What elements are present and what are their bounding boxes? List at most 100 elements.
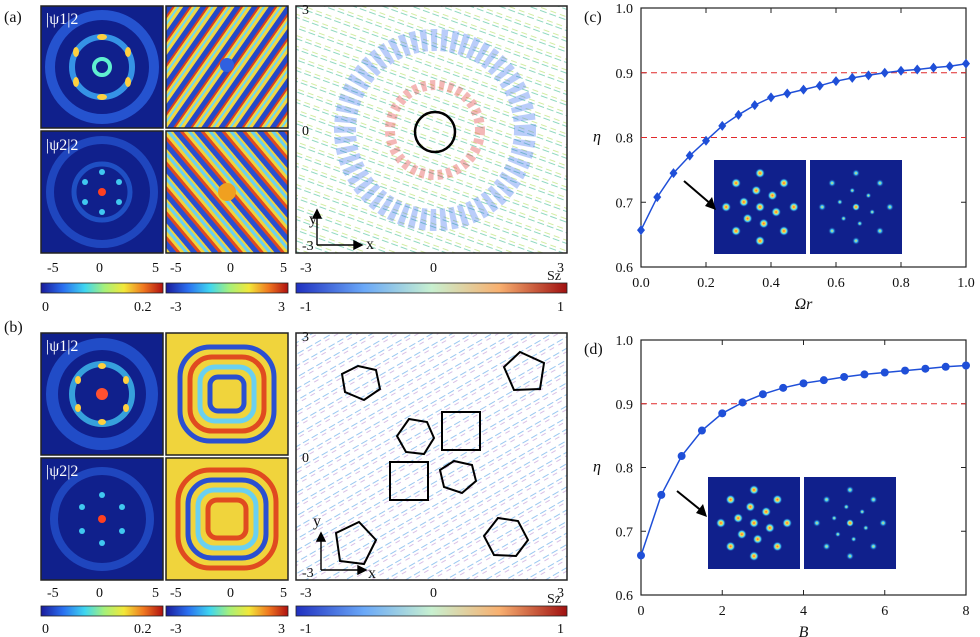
- data-point: [783, 88, 792, 99]
- inset-vortex: [812, 519, 821, 527]
- phase-colorbar-min: -3: [170, 300, 182, 315]
- data-point: [750, 100, 759, 111]
- x-tick-label: 1.0: [957, 276, 975, 291]
- inset-vortex: [742, 213, 753, 224]
- y-tick-label: 0.6: [616, 261, 634, 276]
- colorbar-row-b: 0 0.2 -3 3 -1 1 Sz: [40, 592, 568, 637]
- data-point: [697, 426, 706, 435]
- inset-vortex: [778, 225, 789, 236]
- inset-vortex: [859, 508, 866, 515]
- inset-arrow-head: [696, 504, 707, 517]
- panel-b-phase-1: [165, 332, 289, 456]
- image-panel-ticks: -5 0 5 -5 0 5 -3 0 3 3 0 -3 -5 0 5 -5 0 5 -3 0 3 3 0 -3: [47, 3, 564, 601]
- data-point: [840, 372, 849, 381]
- spin-y-tick-label: -3: [302, 239, 314, 254]
- panel-a-density-1: |ψ1|2: [40, 5, 164, 129]
- panel-a-phase-1: [165, 5, 289, 129]
- panel-a-axis-x: x: [366, 236, 374, 253]
- data-point: [929, 62, 938, 73]
- spin-colorbar-a: [295, 282, 568, 294]
- data-point: [962, 361, 970, 370]
- x-axis-label: B: [799, 624, 809, 637]
- data-point: [779, 383, 788, 392]
- spin-colorbar-b: [295, 605, 568, 617]
- inset-vortex: [822, 495, 831, 504]
- phase-tick-label: 0: [227, 261, 234, 276]
- inset-vortex: [758, 218, 769, 229]
- x-tick-label: 0.2: [697, 276, 715, 291]
- phase-colorbar-b: [165, 605, 289, 617]
- inset-vortex: [761, 506, 772, 517]
- x-tick-label: 8: [963, 604, 970, 619]
- x-tick-label: 0.4: [762, 276, 780, 291]
- data-point: [702, 135, 710, 146]
- inset-vortex: [749, 484, 759, 495]
- inset-vortex: [852, 203, 860, 211]
- inset-vortex: [879, 519, 888, 527]
- y-tick-label: 0.9: [616, 67, 634, 82]
- inset-vortex: [846, 485, 854, 494]
- spin-colorbar-min: -1: [300, 300, 312, 315]
- chart-d: (d) 0.6 0.7 0.8 0.9 1.0 0 2 4 6 8 η B: [584, 334, 970, 637]
- inset-vortex: [725, 494, 736, 505]
- inset-vortex: [755, 235, 765, 246]
- data-point: [897, 65, 905, 76]
- spin-x-tick-label: 3: [557, 261, 564, 276]
- inset-vortex: [752, 534, 763, 545]
- inset-vortex: [764, 522, 775, 533]
- x-tick-label: 0: [638, 604, 645, 619]
- hexagon-marker: [438, 459, 478, 495]
- inset-vortex: [856, 220, 863, 227]
- inset-vortex: [778, 178, 789, 189]
- y-tick-label: 0.6: [616, 589, 634, 604]
- inset-vortex: [749, 518, 759, 528]
- inset-vortex: [852, 236, 860, 245]
- data-point: [913, 64, 922, 75]
- spin-x-tick-label: -3: [300, 261, 312, 276]
- data-point: [860, 370, 869, 379]
- inset-vortex: [782, 518, 793, 528]
- inset-vortex: [846, 552, 854, 561]
- data-point: [799, 84, 808, 95]
- data-point: [738, 398, 747, 407]
- hexagon-marker: [340, 364, 382, 402]
- phase-tick-label: 5: [280, 586, 287, 601]
- panel-b-density2-label: |ψ2|2: [46, 463, 78, 480]
- inset-vortex: [869, 209, 876, 216]
- panel-b-axis-y: y: [313, 513, 321, 530]
- inset-vortex: [836, 198, 843, 205]
- hexagon-marker: [395, 417, 436, 456]
- spin-y-tick-label: 3: [302, 330, 309, 345]
- panel-b-density1-label: |ψ1|2: [46, 338, 78, 355]
- data-point: [767, 92, 775, 103]
- inset-vortex: [840, 215, 847, 222]
- x-tick-label: 0.0: [632, 276, 650, 291]
- data-point: [819, 376, 828, 385]
- data-point: [880, 368, 889, 377]
- inset-vortex: [869, 495, 878, 504]
- panel-b-axis-x: x: [368, 565, 376, 582]
- inset-vortex: [755, 168, 765, 179]
- spin-colorbar-max: 1: [557, 622, 564, 637]
- y-tick-label: 0.7: [616, 525, 634, 540]
- spin-colorbar-max: 1: [557, 300, 564, 315]
- spin-x-tick-label: 3: [557, 586, 564, 601]
- inset-vortex: [843, 503, 850, 510]
- phase-colorbar-max: 3: [278, 622, 285, 637]
- panel-a-axis-y: y: [309, 211, 317, 228]
- inset-vortex: [772, 494, 783, 505]
- inset-vortex: [788, 202, 799, 212]
- data-point: [945, 61, 954, 72]
- chart-panel-label: (c): [584, 9, 602, 26]
- inset-vortex: [751, 185, 762, 196]
- y-tick-label: 0.7: [616, 196, 634, 211]
- inset-vortex: [721, 202, 732, 212]
- chart-c: (c) 0.6 0.7 0.8 0.9 1.0 0.0 0.2 0.4 0.6 0.8 1.0 η Ωr: [584, 2, 975, 313]
- data-point: [685, 150, 694, 161]
- square-marker: [441, 411, 481, 451]
- data-point: [734, 109, 743, 120]
- inset-arrow: [676, 490, 704, 513]
- inset-vortex: [771, 207, 782, 218]
- data-point: [637, 225, 645, 236]
